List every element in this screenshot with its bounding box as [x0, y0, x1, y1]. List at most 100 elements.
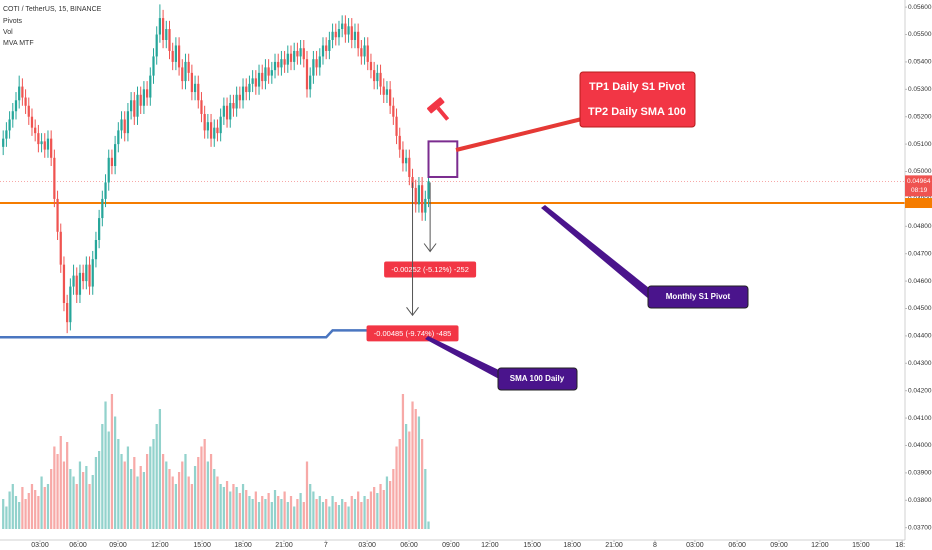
candle-body: [283, 59, 286, 65]
volume-bar: [417, 416, 421, 529]
indicator-name: Vol: [3, 29, 13, 36]
candle-body: [232, 103, 235, 109]
volume-bar: [264, 499, 267, 529]
y-tick-label: 0.03700: [908, 524, 932, 531]
volume-bar: [165, 461, 168, 529]
y-tick-label: 0.03800: [908, 497, 932, 504]
countdown-label: 08:19: [911, 187, 928, 194]
candle-body: [152, 56, 155, 76]
volume-bar: [261, 496, 264, 529]
candle-body: [126, 111, 130, 134]
candle-body: [133, 100, 136, 117]
candle-body: [401, 149, 405, 164]
candle-body: [331, 31, 334, 40]
volume-bar: [8, 491, 11, 529]
candle-body: [161, 18, 165, 40]
x-tick-label: 21:00: [605, 542, 623, 549]
candle-body: [357, 31, 360, 49]
volume-bar: [376, 493, 379, 529]
candle-body: [181, 67, 184, 82]
volume-bar: [46, 484, 50, 529]
candle-body: [216, 127, 219, 134]
candle-body: [219, 116, 222, 134]
annotation: Monthly S1 Pivot: [666, 292, 731, 301]
volume-bar: [421, 439, 424, 529]
candle-body: [245, 86, 248, 93]
candle-body: [347, 26, 350, 35]
candle-body: [30, 116, 34, 128]
volume-bar: [232, 484, 235, 529]
candle-body: [11, 111, 14, 120]
candle-body: [376, 72, 379, 82]
candle-body: [366, 45, 369, 62]
volume-bar: [129, 469, 133, 529]
volume-bar: [389, 481, 392, 529]
volume-bar: [280, 499, 283, 529]
volume-bar: [50, 469, 53, 529]
volume-bar: [305, 461, 309, 529]
candle-body: [56, 198, 59, 232]
volume-bar: [229, 491, 232, 529]
candle-body: [114, 144, 117, 167]
x-tick-label: 12:00: [481, 542, 499, 549]
candle-body: [69, 286, 72, 323]
y-tick-label: 0.04800: [908, 223, 932, 230]
volume-bar: [257, 502, 261, 529]
annotation: TP1 Daily S1 Pivot: [589, 81, 685, 93]
candle-body: [267, 67, 270, 76]
candle-body: [203, 113, 206, 131]
volume-bar: [126, 446, 130, 529]
volume-bar: [216, 476, 219, 529]
volume-bar: [379, 484, 382, 529]
candle-body: [222, 105, 225, 117]
candle-body: [72, 275, 75, 287]
price-axis-panel: [905, 0, 932, 550]
volume-bar: [424, 469, 427, 529]
volume-bar: [357, 491, 360, 529]
target-box: [427, 140, 459, 178]
volume-bar: [392, 469, 395, 529]
volume-bar: [155, 424, 158, 529]
candle-body: [209, 122, 213, 139]
volume-bar: [14, 496, 18, 529]
annotation: TP2 Daily SMA 100: [588, 106, 686, 118]
measure-arrowhead: [406, 307, 419, 317]
candle-body: [261, 72, 264, 82]
y-tick-label: 0.05100: [908, 141, 932, 148]
candle-body: [286, 53, 289, 65]
candle-body: [177, 45, 181, 68]
volume-bar: [395, 446, 398, 529]
volume-bar: [2, 499, 5, 529]
x-tick-label: 06:00: [728, 542, 746, 549]
candle-body: [14, 100, 18, 112]
callout-box: [497, 367, 578, 391]
volume-bar: [184, 454, 187, 529]
volume-bar: [318, 496, 321, 529]
y-tick-label: 0.04400: [908, 333, 932, 340]
candle-body: [82, 272, 85, 282]
volume-bar: [302, 502, 305, 529]
candle-body: [107, 157, 110, 183]
x-tick-label: 09:00: [109, 542, 127, 549]
x-tick-label: 06:00: [400, 542, 418, 549]
volume-bar: [363, 496, 366, 529]
volume-bar: [270, 502, 273, 529]
x-tick-label: 15:00: [523, 542, 541, 549]
y-tick-label: 0.04200: [908, 387, 932, 394]
candle-body: [50, 138, 53, 158]
volume-bar: [75, 484, 78, 529]
x-tick-label: 8: [653, 542, 657, 549]
candle-body: [46, 138, 50, 150]
volume-bar: [85, 466, 88, 529]
candle-body: [37, 133, 40, 145]
volume-bar: [27, 493, 30, 529]
callout-pointer: [455, 115, 591, 152]
candle-body: [184, 61, 187, 82]
candle-body: [94, 240, 98, 260]
candle-body: [369, 61, 373, 71]
candle-body: [325, 45, 328, 51]
candle-body: [360, 48, 363, 57]
candle-body: [305, 59, 309, 90]
